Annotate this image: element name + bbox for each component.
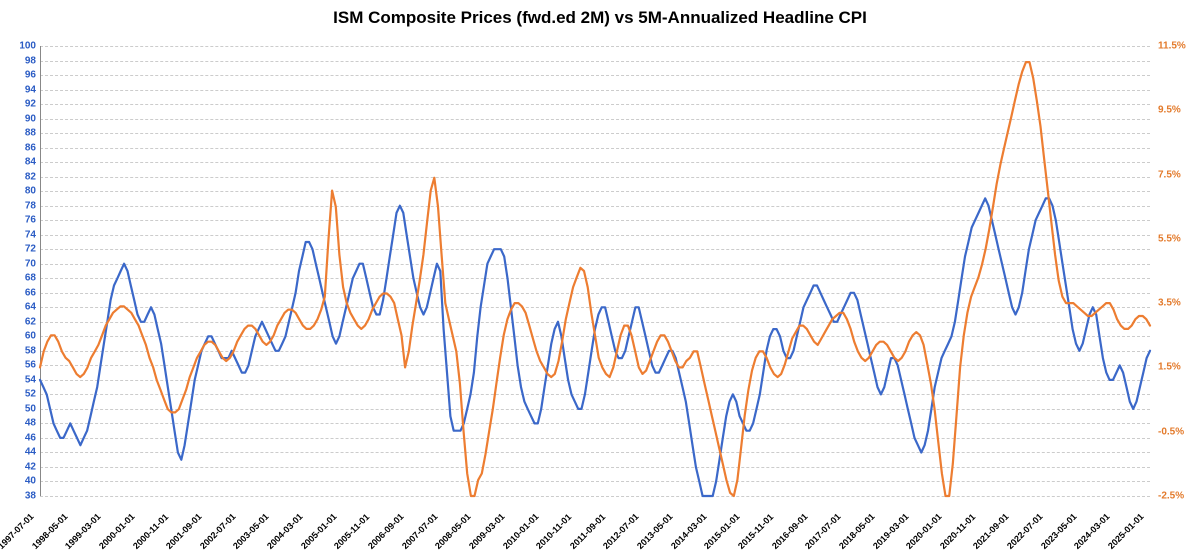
y-left-tick-label: 50 [25,403,36,414]
y-right-tick-label: 1.5% [1158,362,1181,373]
x-tick-label: 2012-07-01 [601,511,641,551]
y-left-tick-label: 100 [19,41,36,52]
y-left-tick-label: 62 [25,316,36,327]
y-left-tick-label: 94 [25,84,36,95]
y-left-tick-label: 92 [25,99,36,110]
series-svg [40,46,1150,496]
y-left-tick-label: 96 [25,70,36,81]
y-right-tick-label: 11.5% [1158,41,1186,52]
y-left-tick-label: 48 [25,418,36,429]
y-left-tick-label: 70 [25,258,36,269]
gridline [40,496,1150,497]
y-left-tick-label: 78 [25,200,36,211]
y-left-tick-label: 76 [25,215,36,226]
y-left-tick-label: 84 [25,157,36,168]
y-left-tick-label: 86 [25,142,36,153]
chart-container: ISM Composite Prices (fwd.ed 2M) vs 5M-A… [0,0,1200,559]
y-left-tick-label: 72 [25,244,36,255]
y-right-tick-label: -2.5% [1158,491,1184,502]
x-tick-label: 2025-01-01 [1106,511,1146,551]
y-right-tick-label: 5.5% [1158,233,1181,244]
y-left-tick-label: 56 [25,360,36,371]
y-left-tick-label: 88 [25,128,36,139]
x-tick-label: 2000-01-01 [97,511,137,551]
y-left-tick-label: 74 [25,229,36,240]
x-tick-label: 2021-09-01 [971,511,1011,551]
x-tick-label: 2018-05-01 [837,511,877,551]
y-left-tick-label: 66 [25,287,36,298]
y-left-tick-label: 64 [25,302,36,313]
y-left-tick-label: 44 [25,447,36,458]
series-line [40,198,1150,496]
y-right-tick-label: -0.5% [1158,426,1184,437]
x-tick-label: 2001-09-01 [164,511,204,551]
y-right-tick-label: 7.5% [1158,169,1181,180]
y-left-tick-label: 40 [25,476,36,487]
x-tick-label: 2015-11-01 [736,512,775,551]
y-left-tick-label: 38 [25,491,36,502]
y-left-tick-label: 42 [25,461,36,472]
y-left-tick-label: 90 [25,113,36,124]
y-left-tick-label: 68 [25,273,36,284]
y-left-tick-label: 52 [25,389,36,400]
x-tick-label: 2022-07-01 [1005,511,1045,551]
y-left-tick-label: 98 [25,55,36,66]
x-tick-label: 2013-05-01 [635,511,675,551]
chart-title: ISM Composite Prices (fwd.ed 2M) vs 5M-A… [0,0,1200,32]
x-tick-label: 2009-03-01 [467,511,507,551]
y-left-tick-label: 82 [25,171,36,182]
y-right-tick-label: 3.5% [1158,298,1181,309]
x-tick-label: 2006-09-01 [366,511,406,551]
y-left-tick-label: 80 [25,186,36,197]
plot-area [40,46,1150,496]
y-left-tick-label: 46 [25,432,36,443]
y-right-tick-label: 9.5% [1158,105,1181,116]
series-line [40,62,1150,496]
y-left-tick-label: 58 [25,345,36,356]
x-tick-label: 2004-03-01 [265,511,305,551]
y-left-tick-label: 60 [25,331,36,342]
y-left-tick-label: 54 [25,374,36,385]
